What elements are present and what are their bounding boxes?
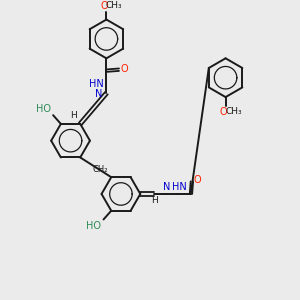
Text: HO: HO — [86, 221, 101, 231]
Text: O: O — [220, 106, 227, 117]
Text: HO: HO — [36, 104, 51, 114]
Text: HN: HN — [172, 182, 186, 192]
Text: CH₃: CH₃ — [106, 2, 122, 10]
Text: CH₃: CH₃ — [226, 107, 243, 116]
Text: H: H — [152, 196, 158, 205]
Text: HN: HN — [89, 79, 104, 88]
Text: N: N — [163, 182, 170, 192]
Text: O: O — [120, 64, 128, 74]
Text: O: O — [194, 176, 201, 185]
Text: N: N — [95, 89, 102, 99]
Text: CH₂: CH₂ — [93, 165, 108, 174]
Text: H: H — [70, 111, 77, 120]
Text: O: O — [100, 1, 108, 11]
